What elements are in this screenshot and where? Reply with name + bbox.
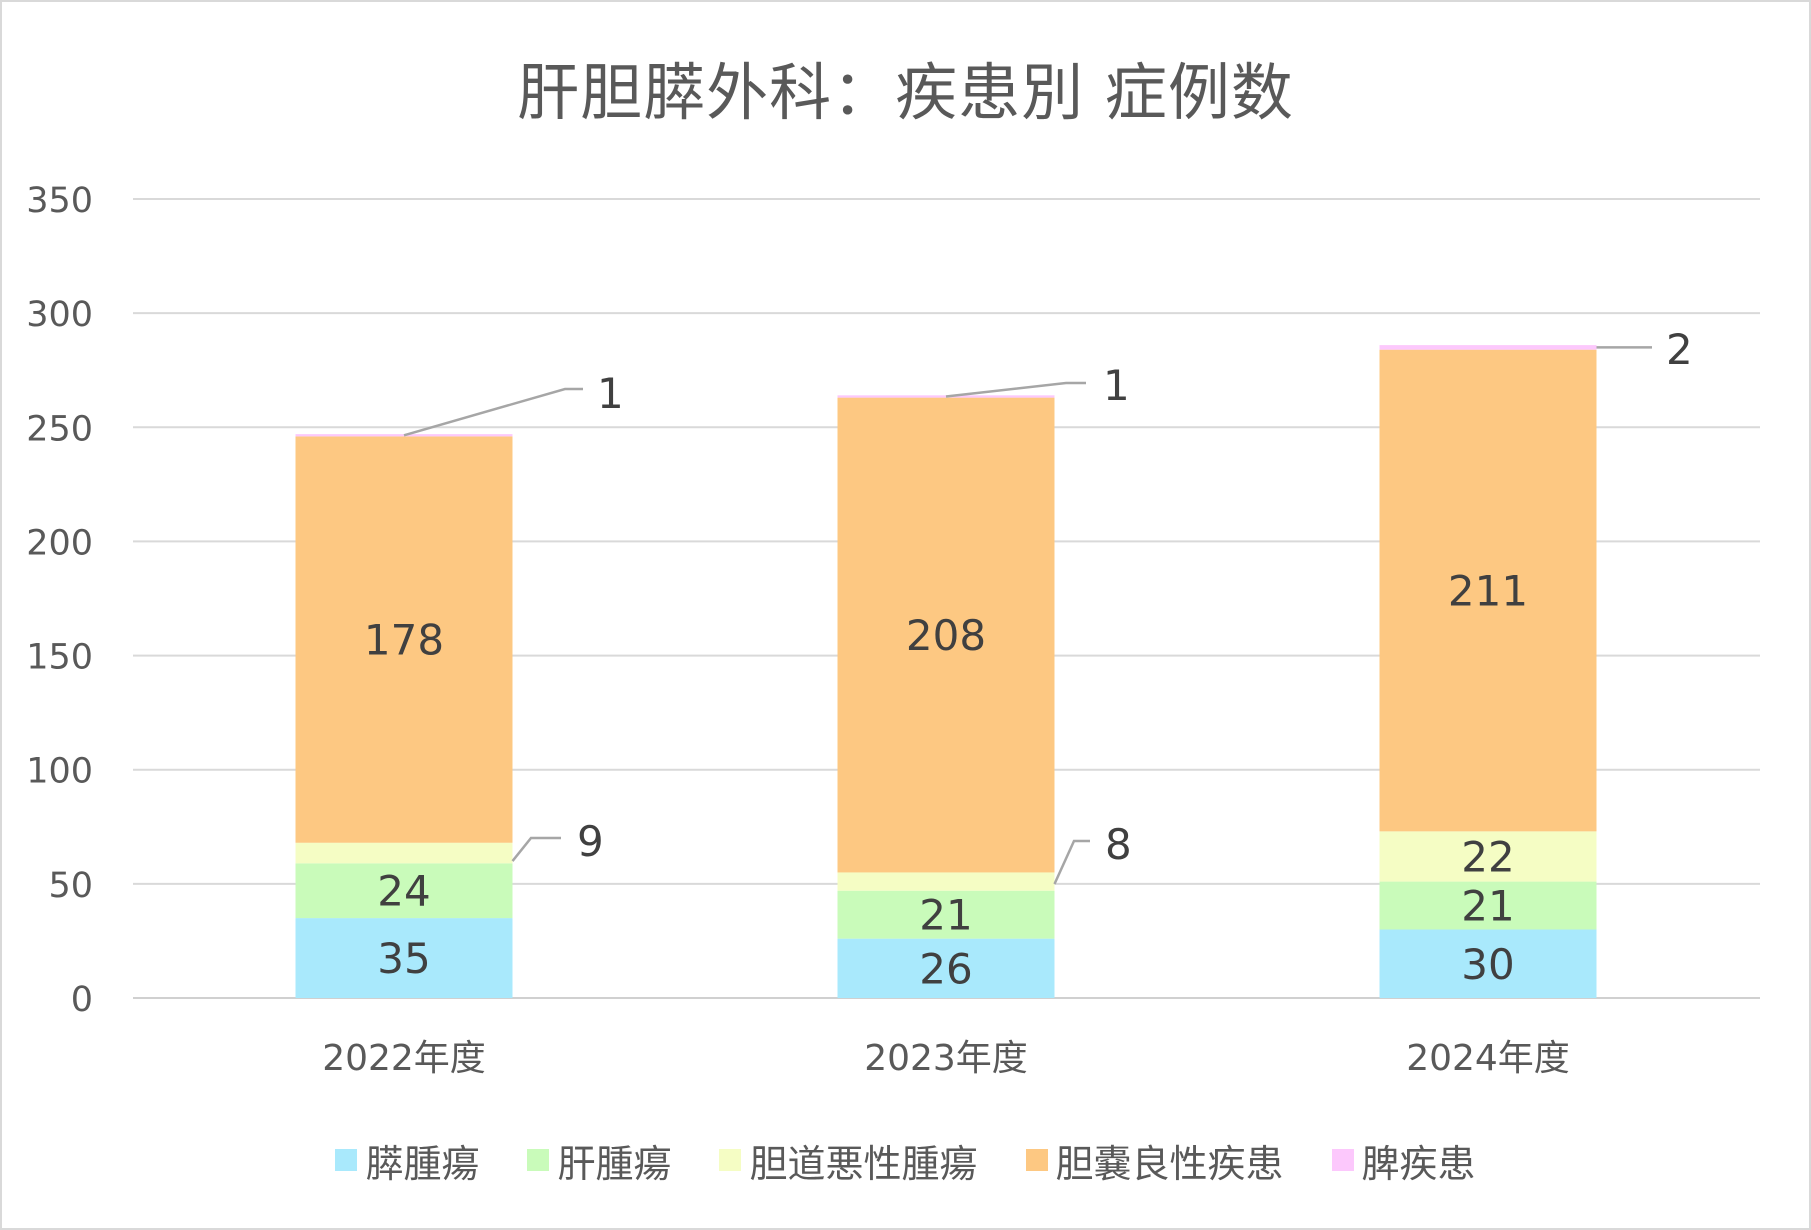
data-label: 178 [364, 616, 444, 665]
bar-segment [295, 436, 513, 843]
data-label: 9 [577, 817, 604, 866]
legend-item: 膵腫瘍 [335, 1133, 479, 1188]
y-tick-label: 300 [26, 295, 93, 335]
data-label: 1 [1103, 361, 1130, 410]
bar-segment [837, 395, 1055, 398]
legend-swatch [1331, 1149, 1354, 1171]
legend-swatch [719, 1149, 742, 1171]
bar-segment [837, 397, 1055, 873]
bar-segment [1379, 881, 1597, 930]
data-label: 35 [377, 934, 430, 983]
legend-item: 脾疾患 [1331, 1133, 1476, 1188]
y-tick-label: 50 [48, 866, 93, 906]
bar-segment [837, 890, 1055, 939]
bar-segment [1379, 929, 1597, 998]
legend-swatch [1025, 1149, 1048, 1171]
data-label: 21 [919, 891, 972, 940]
bar-segment [837, 938, 1055, 998]
data-label: 208 [906, 611, 986, 660]
chart-legend: 膵腫瘍 肝腫瘍 胆道悪性腫瘍 胆嚢良性疾患 脾疾患 [0, 1130, 1811, 1190]
legend-label: 膵腫瘍 [365, 1141, 480, 1186]
data-label: 30 [1461, 940, 1514, 989]
legend-label: 脾疾患 [1361, 1141, 1476, 1186]
y-tick-label: 250 [26, 409, 93, 449]
data-label: 21 [1461, 882, 1514, 931]
legend-item: 胆道悪性腫瘍 [719, 1133, 978, 1188]
y-tick-label: 200 [26, 523, 93, 563]
data-label: 22 [1461, 832, 1514, 881]
leader-line [1053, 839, 1090, 885]
chart-title: 肝胆膵外科：疾患別 症例数 [517, 56, 1294, 129]
x-tick-label: 2024年度 [1406, 1038, 1570, 1079]
bar-segment [837, 872, 1055, 891]
y-tick-label: 100 [26, 752, 93, 792]
y-tick-label: 350 [26, 181, 93, 221]
leader-line [403, 387, 583, 437]
y-tick-label: 150 [26, 638, 93, 678]
data-label: 211 [1448, 567, 1528, 616]
legend-label: 胆嚢良性疾患 [1055, 1141, 1284, 1186]
bar-segment [1379, 349, 1597, 832]
data-label: 8 [1105, 820, 1132, 869]
data-label: 26 [919, 944, 972, 993]
x-tick-label: 2023年度 [864, 1038, 1028, 1079]
legend-swatch [335, 1149, 358, 1171]
data-label: 2 [1666, 325, 1693, 374]
leader-line [945, 381, 1086, 398]
x-tick-label: 2022年度 [322, 1038, 486, 1079]
data-label: 1 [597, 369, 624, 418]
bar-segment [295, 863, 513, 919]
legend-label: 胆道悪性腫瘍 [749, 1141, 978, 1186]
bar-segment [295, 842, 513, 864]
legend-item: 肝腫瘍 [527, 1133, 671, 1188]
leader-line [511, 836, 561, 862]
legend-item: 胆嚢良性疾患 [1025, 1133, 1284, 1188]
bar-segment [295, 918, 513, 998]
bar-segment [1379, 831, 1597, 882]
legend-swatch [527, 1149, 550, 1171]
bar-segment [1379, 345, 1597, 350]
chart-plot: 0 50 100 150 200 250 300 350 2022年度 2023年度 2024年度 3… [26, 181, 1760, 1079]
legend-label: 肝腫瘍 [557, 1141, 672, 1186]
data-label: 24 [377, 867, 430, 916]
y-tick-label: 0 [71, 980, 93, 1020]
